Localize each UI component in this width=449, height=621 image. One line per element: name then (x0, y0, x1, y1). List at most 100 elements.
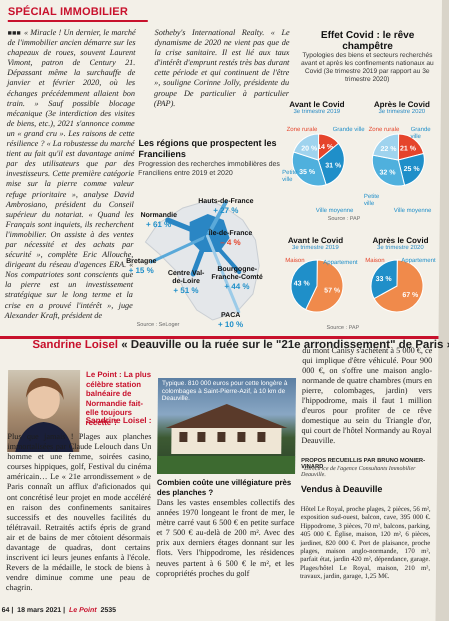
pies-source-1: Source : PAP (327, 216, 361, 222)
issue-number: 2535 (100, 607, 117, 614)
label-petite-ville-2: Petite ville (363, 194, 380, 207)
map-source: Source : SeLoger (136, 322, 180, 328)
label-zone-rurale-2: Zone rurale (368, 127, 400, 133)
region-name: PACA (220, 312, 241, 319)
pie-subtitle: 3e trimestre 2020 (378, 109, 426, 115)
page-footer: 64 | 18 mars 2021 | Le Point 2535 (1, 607, 117, 614)
region-normandie: Normandie + 61 % (134, 212, 184, 229)
section-title: SPÉCIAL IMMOBILIER (7, 6, 129, 18)
portrait-figure (15, 377, 74, 452)
house-illustration (157, 404, 296, 474)
label-grande-ville: Grande ville (332, 127, 365, 133)
section-rule (7, 20, 148, 22)
pie-data-label: 22 % (380, 146, 397, 153)
label-maison-2: Maison (365, 258, 385, 264)
pie-slice (372, 133, 400, 161)
pie-data-label: 20 % (301, 145, 318, 152)
map-subtitle: Progression des recherches immobilières … (138, 161, 280, 177)
region-name: Île-de-France (208, 230, 253, 237)
region-value: + 61 % (146, 220, 172, 229)
paragraph-marker: ■■■ (7, 30, 21, 37)
pie-data-label: 31 % (325, 162, 342, 169)
pie-slice (290, 259, 318, 311)
pie-data-label: 14 % (317, 144, 334, 151)
pie-slice (370, 259, 398, 300)
label-ville-moyenne-2: Ville moyenne (393, 208, 432, 214)
region-value: – 4 % (220, 238, 241, 247)
label-ville-moyenne: Ville moyenne (315, 208, 354, 214)
question-2: Combien coûte une villégiature près des … (156, 478, 292, 497)
issue-date: 18 mars 2021 (17, 607, 62, 614)
credit-note: *Directrice de l'agence Consultants Immo… (300, 466, 416, 478)
interviewee-name: Sandrine Loisel (32, 339, 119, 351)
pie-data-label: 33 % (376, 276, 393, 283)
pie-data-label: 67 % (402, 292, 419, 299)
pie-data-label: 43 % (294, 281, 311, 288)
region-value: + 51 % (173, 286, 199, 295)
region-name: Normandie (140, 212, 178, 219)
region-value: + 10 % (217, 320, 244, 329)
pie-title: Après le Covid (373, 100, 430, 109)
pie-data-label: 35 % (299, 169, 316, 176)
pie-data-label: 21 % (400, 146, 417, 153)
regions-map-block: Les régions que prospectent les Francili… (138, 138, 286, 178)
pie-slice (397, 152, 425, 186)
label-appartement-2: Appartement (401, 258, 436, 264)
pie-charts: 14 % 31 % 35 % 20 % 21 % 25 % 32 % 22 % 57 % 43 %… (290, 133, 425, 313)
region-name: Bourgogne-Franche-Comté (211, 266, 263, 281)
pie-slice (291, 151, 327, 187)
column-2-text: Sotheby's International Realty. « Le dyn… (153, 28, 290, 108)
pie-subtitle: 3e trimestre 2019 (293, 109, 341, 115)
region-paca: PACA + 10 % (211, 312, 251, 329)
article-column-1: ■■■ « Miracle ! Un dernier, le marché de … (5, 28, 136, 321)
region-name: Centre Val-de-Loire (167, 270, 205, 285)
answer-1: Plus que jamais ! Plages aux planches im… (5, 432, 152, 593)
magazine-name: Le Point (68, 607, 97, 614)
house-photo: Typique. 810 000 euros pour cette longèr… (157, 378, 297, 474)
sold-title: Vendus à Deauville (300, 484, 383, 494)
france-map (144, 199, 260, 321)
map-title: Les régions que prospectent les Francili… (138, 138, 277, 159)
label-grande-ville-2: Grande ville (410, 127, 431, 140)
pie-title: Avant le Covid (289, 100, 345, 109)
page-number: 64 (1, 607, 10, 614)
column-1-text: « Miracle ! Un dernier, le marché de l'i… (4, 28, 136, 320)
photo-caption: Typique. 810 000 euros pour cette longèr… (161, 380, 288, 403)
region-centre: Centre Val-de-Loire + 51 % (163, 270, 209, 295)
region-bourgogne: Bourgogne-Franche-Comté + 44 % (209, 266, 265, 291)
pies-subtitle: Typologies des biens et secteurs recherc… (300, 52, 434, 83)
answer-speaker: Sandrine Loisel : (85, 416, 152, 425)
region-bretagne: Bretagne + 15 % (121, 258, 161, 275)
pies-source-2: Source : PAP (326, 325, 360, 331)
pie-slice (397, 133, 425, 161)
region-ile-de-france: Île-de-France – 4 % (205, 230, 255, 247)
pie-data-label: 25 % (404, 166, 421, 173)
label-zone-rurale: Zone rurale (286, 127, 318, 133)
region-value: + 44 % (224, 282, 250, 291)
portrait-photo (7, 370, 81, 452)
label-petite-ville: Petite ville (282, 170, 298, 183)
pie-slice (373, 259, 424, 313)
pies-header: Effet Covid : le rêve champêtre Typologi… (297, 30, 438, 84)
article-column-2: Sotheby's International Realty. « Le dyn… (154, 28, 290, 109)
pies-title: Effet Covid : le rêve champêtre (320, 30, 415, 52)
pie-slice (371, 154, 406, 187)
label-maison: Maison (285, 258, 305, 264)
pie-slice (293, 133, 320, 161)
region-name: Hauts-de-France (198, 198, 254, 205)
sold-list: Hôtel Le Royal, proche plages, 2 pièces,… (299, 506, 431, 581)
pie2-title: Après le Covid 3e trimestre 2020 (369, 100, 435, 115)
pie-data-label: 57 % (324, 287, 341, 294)
pie-data-label: 32 % (379, 169, 396, 176)
region-value: + 15 % (128, 266, 154, 275)
answer-1-start: Sandrine Loisel : (86, 416, 152, 426)
region-name: Bretagne (126, 258, 157, 265)
region-value: + 27 % (213, 206, 239, 215)
pie-slice (305, 259, 344, 313)
pie-slice (317, 142, 345, 186)
label-appartement: Appartement (323, 260, 358, 266)
answer-3: du mont Canisy s'achètent à 5 000 €, ce … (301, 346, 433, 445)
pie1-title: Avant le Covid 3e trimestre 2019 (289, 100, 345, 115)
region-hauts-de-france: Hauts-de-France + 27 % (196, 198, 256, 215)
